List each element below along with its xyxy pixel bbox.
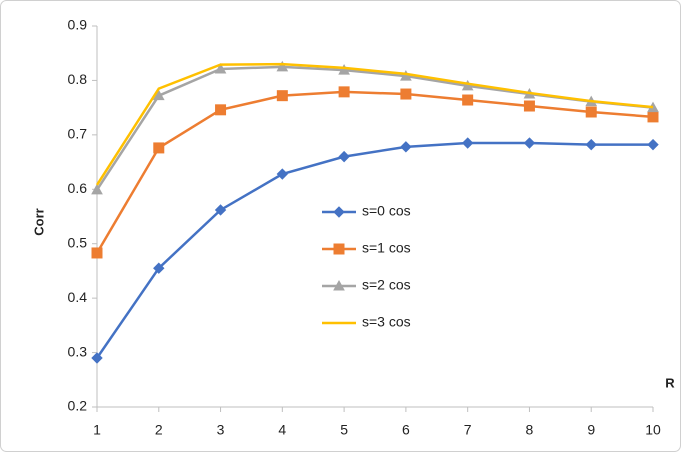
x-tick-label: 2 (155, 422, 163, 438)
marker (276, 60, 289, 72)
marker (523, 100, 535, 112)
x-tick-label: 4 (278, 422, 286, 438)
marker (523, 137, 536, 149)
marker (91, 183, 103, 195)
series-line (95, 90, 654, 254)
marker (215, 104, 227, 116)
legend-label: s=3 cos (362, 314, 411, 330)
marker (214, 62, 227, 74)
marker (400, 70, 412, 81)
legend-label: s=1 cos (362, 240, 411, 256)
marker (153, 262, 165, 274)
marker (462, 94, 474, 106)
x-tick-label: 10 (645, 422, 661, 438)
x-axis-title: R (665, 375, 675, 390)
legend-label: s=0 cos (362, 203, 411, 219)
x-tick-label: 5 (340, 422, 348, 438)
y-tick-label: 0.6 (68, 180, 88, 196)
y-tick-label: 0.9 (68, 17, 88, 33)
series-line (95, 62, 654, 186)
marker (153, 142, 165, 154)
y-tick-label: 0.4 (68, 289, 88, 305)
marker (276, 168, 289, 180)
marker (338, 86, 350, 98)
y-tick-label: 0.5 (68, 234, 88, 250)
marker (461, 79, 474, 91)
marker (461, 137, 474, 149)
legend-label: s=2 cos (362, 277, 411, 293)
marker (400, 88, 412, 100)
legend-marker (333, 279, 345, 291)
y-tick-label: 0.8 (68, 71, 88, 87)
x-tick-label: 1 (93, 422, 101, 438)
marker (276, 90, 288, 102)
x-tick-label: 8 (526, 422, 534, 438)
series-line (95, 141, 653, 359)
legend-marker (333, 243, 345, 255)
x-tick-label: 9 (587, 422, 595, 438)
marker (338, 150, 350, 163)
legend-marker (333, 206, 345, 218)
marker (338, 64, 350, 75)
y-axis-title: Corr (31, 208, 46, 235)
marker (91, 247, 103, 259)
marker (647, 138, 659, 151)
y-tick-label: 0.7 (68, 126, 88, 142)
x-tick-label: 7 (464, 422, 472, 438)
marker (152, 89, 165, 101)
marker (647, 111, 659, 123)
marker (585, 138, 597, 151)
x-tick-label: 3 (217, 422, 225, 438)
marker (214, 204, 227, 216)
x-tick-label: 6 (402, 422, 410, 438)
marker (400, 141, 412, 153)
y-tick-label: 0.3 (68, 343, 88, 359)
marker (585, 106, 597, 118)
marker (91, 352, 103, 364)
y-tick-label: 0.2 (68, 398, 88, 414)
